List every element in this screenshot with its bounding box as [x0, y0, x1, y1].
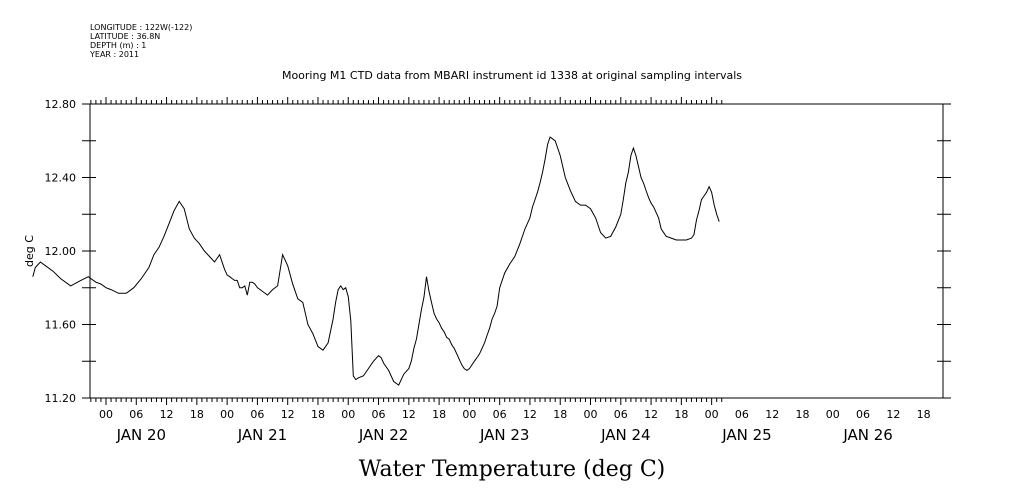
y-tick-label: 12.40 [45, 172, 77, 185]
meta-latitude: LATITUDE : 36.8N [90, 32, 160, 41]
x-hour-label: 12 [402, 408, 416, 421]
meta-longitude: LONGITUDE : 122W(-122) [90, 23, 192, 32]
x-hour-label: 00 [341, 408, 355, 421]
chart-title: Mooring M1 CTD data from MBARI instrumen… [282, 69, 742, 82]
meta-depth: DEPTH (m) : 1 [90, 41, 146, 50]
y-tick-label: 12.00 [45, 245, 77, 258]
metadata-block: LONGITUDE : 122W(-122) LATITUDE : 36.8N … [89, 23, 192, 59]
x-hour-label: 06 [735, 408, 749, 421]
x-hour-label: 00 [826, 408, 840, 421]
x-hour-label: 18 [553, 408, 567, 421]
x-hour-label: 12 [644, 408, 658, 421]
x-hour-label: 06 [372, 408, 386, 421]
x-hour-label: 18 [190, 408, 204, 421]
x-day-label: JAN 25 [721, 426, 772, 444]
x-hour-label: 00 [462, 408, 476, 421]
x-hour-label: 18 [917, 408, 931, 421]
x-hour-label: 06 [129, 408, 143, 421]
x-hour-label: 12 [523, 408, 537, 421]
x-hour-label: 12 [886, 408, 900, 421]
y-axis-label: deg C [23, 235, 36, 267]
x-day-label: JAN 26 [842, 426, 893, 444]
x-hour-label: 18 [432, 408, 446, 421]
x-day-label: JAN 23 [479, 426, 530, 444]
y-tick-label: 12.80 [45, 98, 77, 111]
x-hour-label: 00 [705, 408, 719, 421]
x-hour-label: 06 [614, 408, 628, 421]
x-hour-label: 18 [795, 408, 809, 421]
x-hour-label: 06 [493, 408, 507, 421]
x-tick-labels: 00 06 12 18 00 06 12 18 00 06 12 18 00 06 12 18 00 06 12 18… [99, 408, 931, 444]
x-hour-label: 00 [220, 408, 234, 421]
x-hour-label: 12 [281, 408, 295, 421]
x-hour-label: 06 [250, 408, 264, 421]
x-hour-label: 06 [856, 408, 870, 421]
axis-ticks [82, 97, 951, 405]
x-axis-label: Water Temperature (deg C) [359, 457, 666, 482]
x-hour-label: 00 [99, 408, 113, 421]
y-tick-label: 11.20 [45, 392, 77, 405]
y-tick-label: 11.60 [45, 319, 77, 332]
x-hour-label: 00 [584, 408, 598, 421]
x-hour-label: 18 [311, 408, 325, 421]
x-hour-label: 18 [674, 408, 688, 421]
meta-year: YEAR : 2011 [89, 50, 139, 59]
series-line [32, 136, 720, 386]
x-day-label: JAN 24 [600, 426, 651, 444]
y-tick-labels: 12.80 12.40 12.00 11.60 11.20 [45, 98, 77, 405]
x-day-label: JAN 21 [237, 426, 288, 444]
x-hour-label: 12 [160, 408, 174, 421]
x-day-label: JAN 20 [116, 426, 167, 444]
x-hour-label: 12 [765, 408, 779, 421]
x-day-label: JAN 22 [358, 426, 409, 444]
